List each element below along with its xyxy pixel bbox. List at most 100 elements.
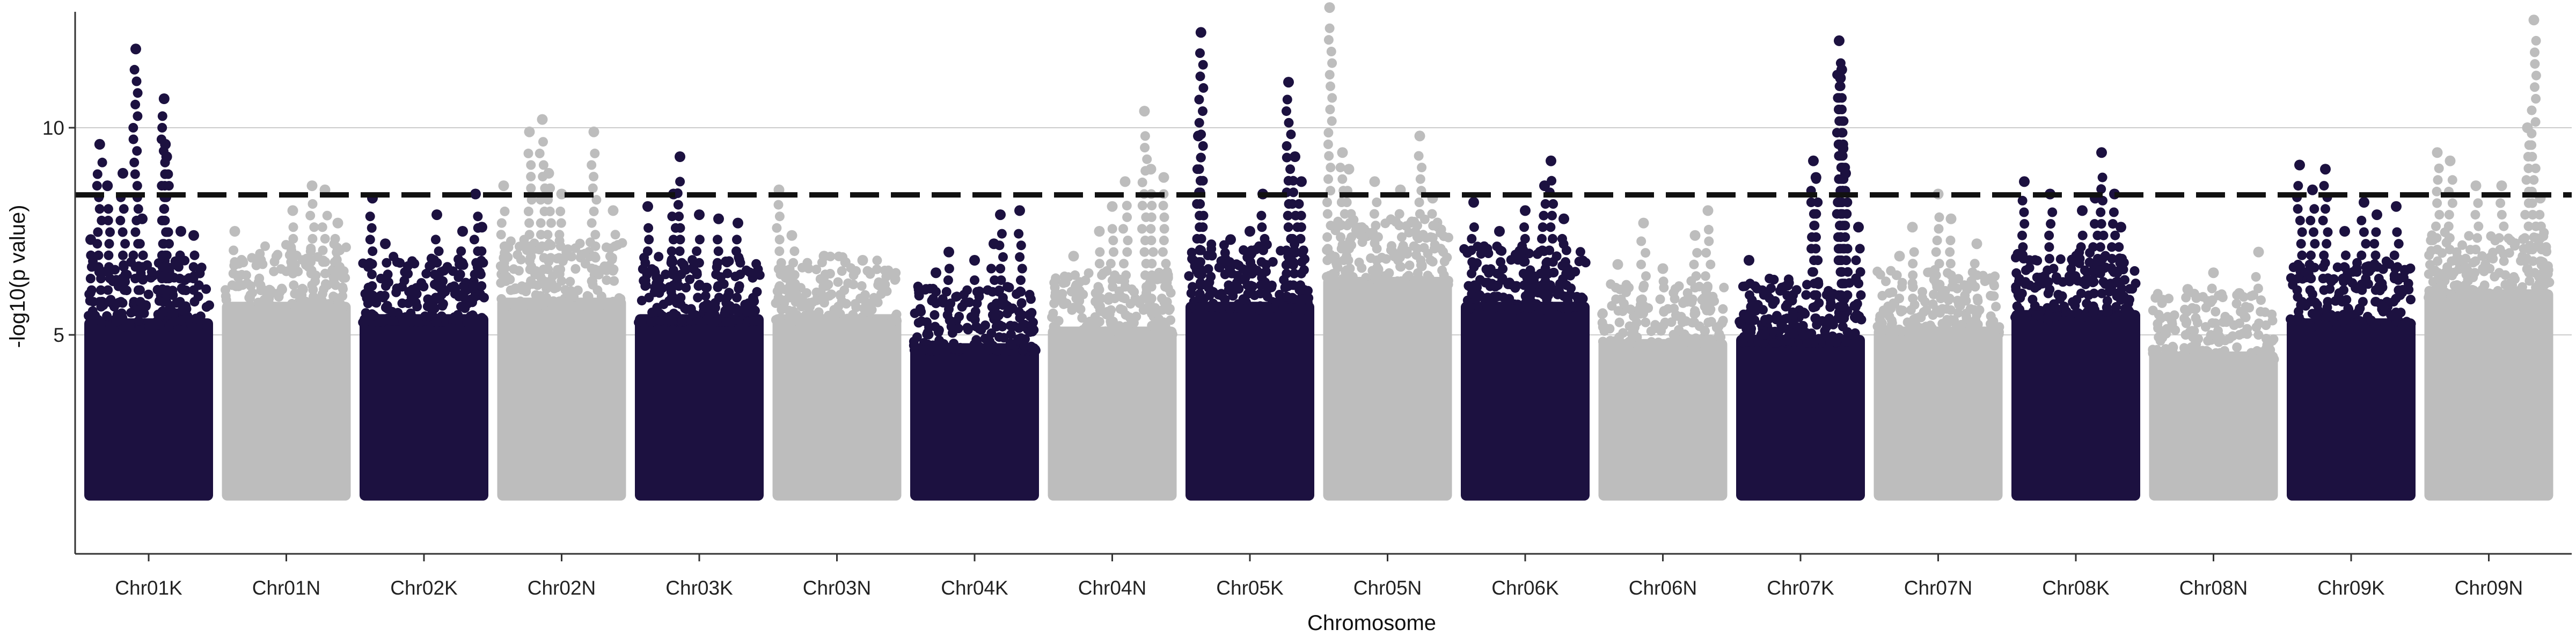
snp-point [1198,60,1208,70]
snp-point [159,285,169,295]
snp-point [972,287,982,297]
snp-peak-point [2470,180,2482,192]
snp-point [872,255,882,266]
snp-point [94,204,105,214]
point-cloud-body [497,297,626,501]
snp-point [2234,330,2244,340]
snp-point [412,302,422,312]
snp-peak-point [857,255,868,266]
snp-point [2017,195,2028,206]
snp-point [1537,280,1547,290]
snp-point [1842,197,1853,207]
snp-point [367,269,377,280]
snp-point [1700,326,1710,336]
snp-point [1415,209,1425,219]
snp-peak-point [2208,267,2219,279]
snp-point [425,261,435,271]
snp-point [479,292,489,303]
snp-peak-point [1414,130,1425,142]
snp-point [731,246,741,257]
snp-point [269,266,279,276]
snp-peak-point [1853,222,1864,233]
x-tick-label: Chr06N [1629,577,1697,599]
snp-point [526,160,536,170]
snp-point [1146,282,1157,292]
snp-point [1839,116,1849,126]
snp-point [2389,250,2399,260]
snp-point [1017,264,1027,274]
snp-point [1139,294,1149,304]
snp-point [1413,244,1422,254]
snp-point [909,345,919,355]
snp-point [369,311,379,321]
snp-point [115,215,126,225]
snp-point [268,301,278,311]
snp-point [1249,290,1260,301]
snp-point [2206,330,2216,340]
snp-point [2191,293,2201,303]
snp-point [1071,282,1080,292]
snp-point [431,317,442,327]
snp-point [802,258,813,268]
snp-point [694,235,705,245]
snp-point [2458,287,2468,297]
snp-point [1548,199,1558,209]
snp-point [1429,244,1439,254]
snp-peak-point [537,114,548,125]
snp-point [175,250,185,260]
snp-point [430,292,441,303]
snp-point [525,265,535,274]
snp-point [1655,294,1665,304]
snp-point [938,298,948,308]
snp-point [2028,295,2038,305]
snp-point [1256,210,1267,221]
snp-point [1296,280,1306,290]
snp-point [523,206,533,216]
snp-point [365,258,375,268]
snp-point [1372,244,1382,254]
snp-point [526,183,536,193]
snp-point [439,266,449,276]
snp-point [2397,320,2407,331]
snp-peak-point [2320,164,2331,175]
snp-point [1837,105,1847,114]
snp-peak-point [1014,205,1025,216]
snp-point [543,230,553,240]
snp-point [963,325,973,335]
snp-point [555,265,566,274]
snp-point [1414,151,1424,161]
snp-point [833,251,844,261]
snp-point [2220,335,2230,346]
snp-point [644,292,654,303]
snp-point [613,296,623,306]
chromosome-group-Chr06K [1459,155,1591,501]
snp-point [420,311,430,321]
snp-point [1578,255,1588,266]
snp-point [1746,302,1756,312]
snp-point [713,246,723,257]
snp-point [563,244,573,254]
snp-point [434,246,444,257]
snp-point [2473,198,2483,208]
snp-point [463,317,473,327]
snp-point [1137,177,1147,187]
snp-point [129,64,140,75]
snp-point [457,258,467,268]
snp-point [135,239,145,249]
snp-point [517,285,527,295]
snp-point [570,243,581,253]
snp-point [702,282,712,292]
snp-point [674,281,684,291]
snp-point [2338,274,2348,283]
snp-point [103,204,113,214]
snp-point [1824,334,1834,344]
snp-point [159,204,170,214]
snp-point [2052,275,2062,285]
snp-point [2287,321,2297,331]
snp-point [1908,270,1918,280]
snp-point [588,276,598,286]
snp-point [2535,256,2545,266]
snp-point [1638,306,1649,316]
snp-point [997,321,1007,332]
snp-point [1326,47,1336,56]
